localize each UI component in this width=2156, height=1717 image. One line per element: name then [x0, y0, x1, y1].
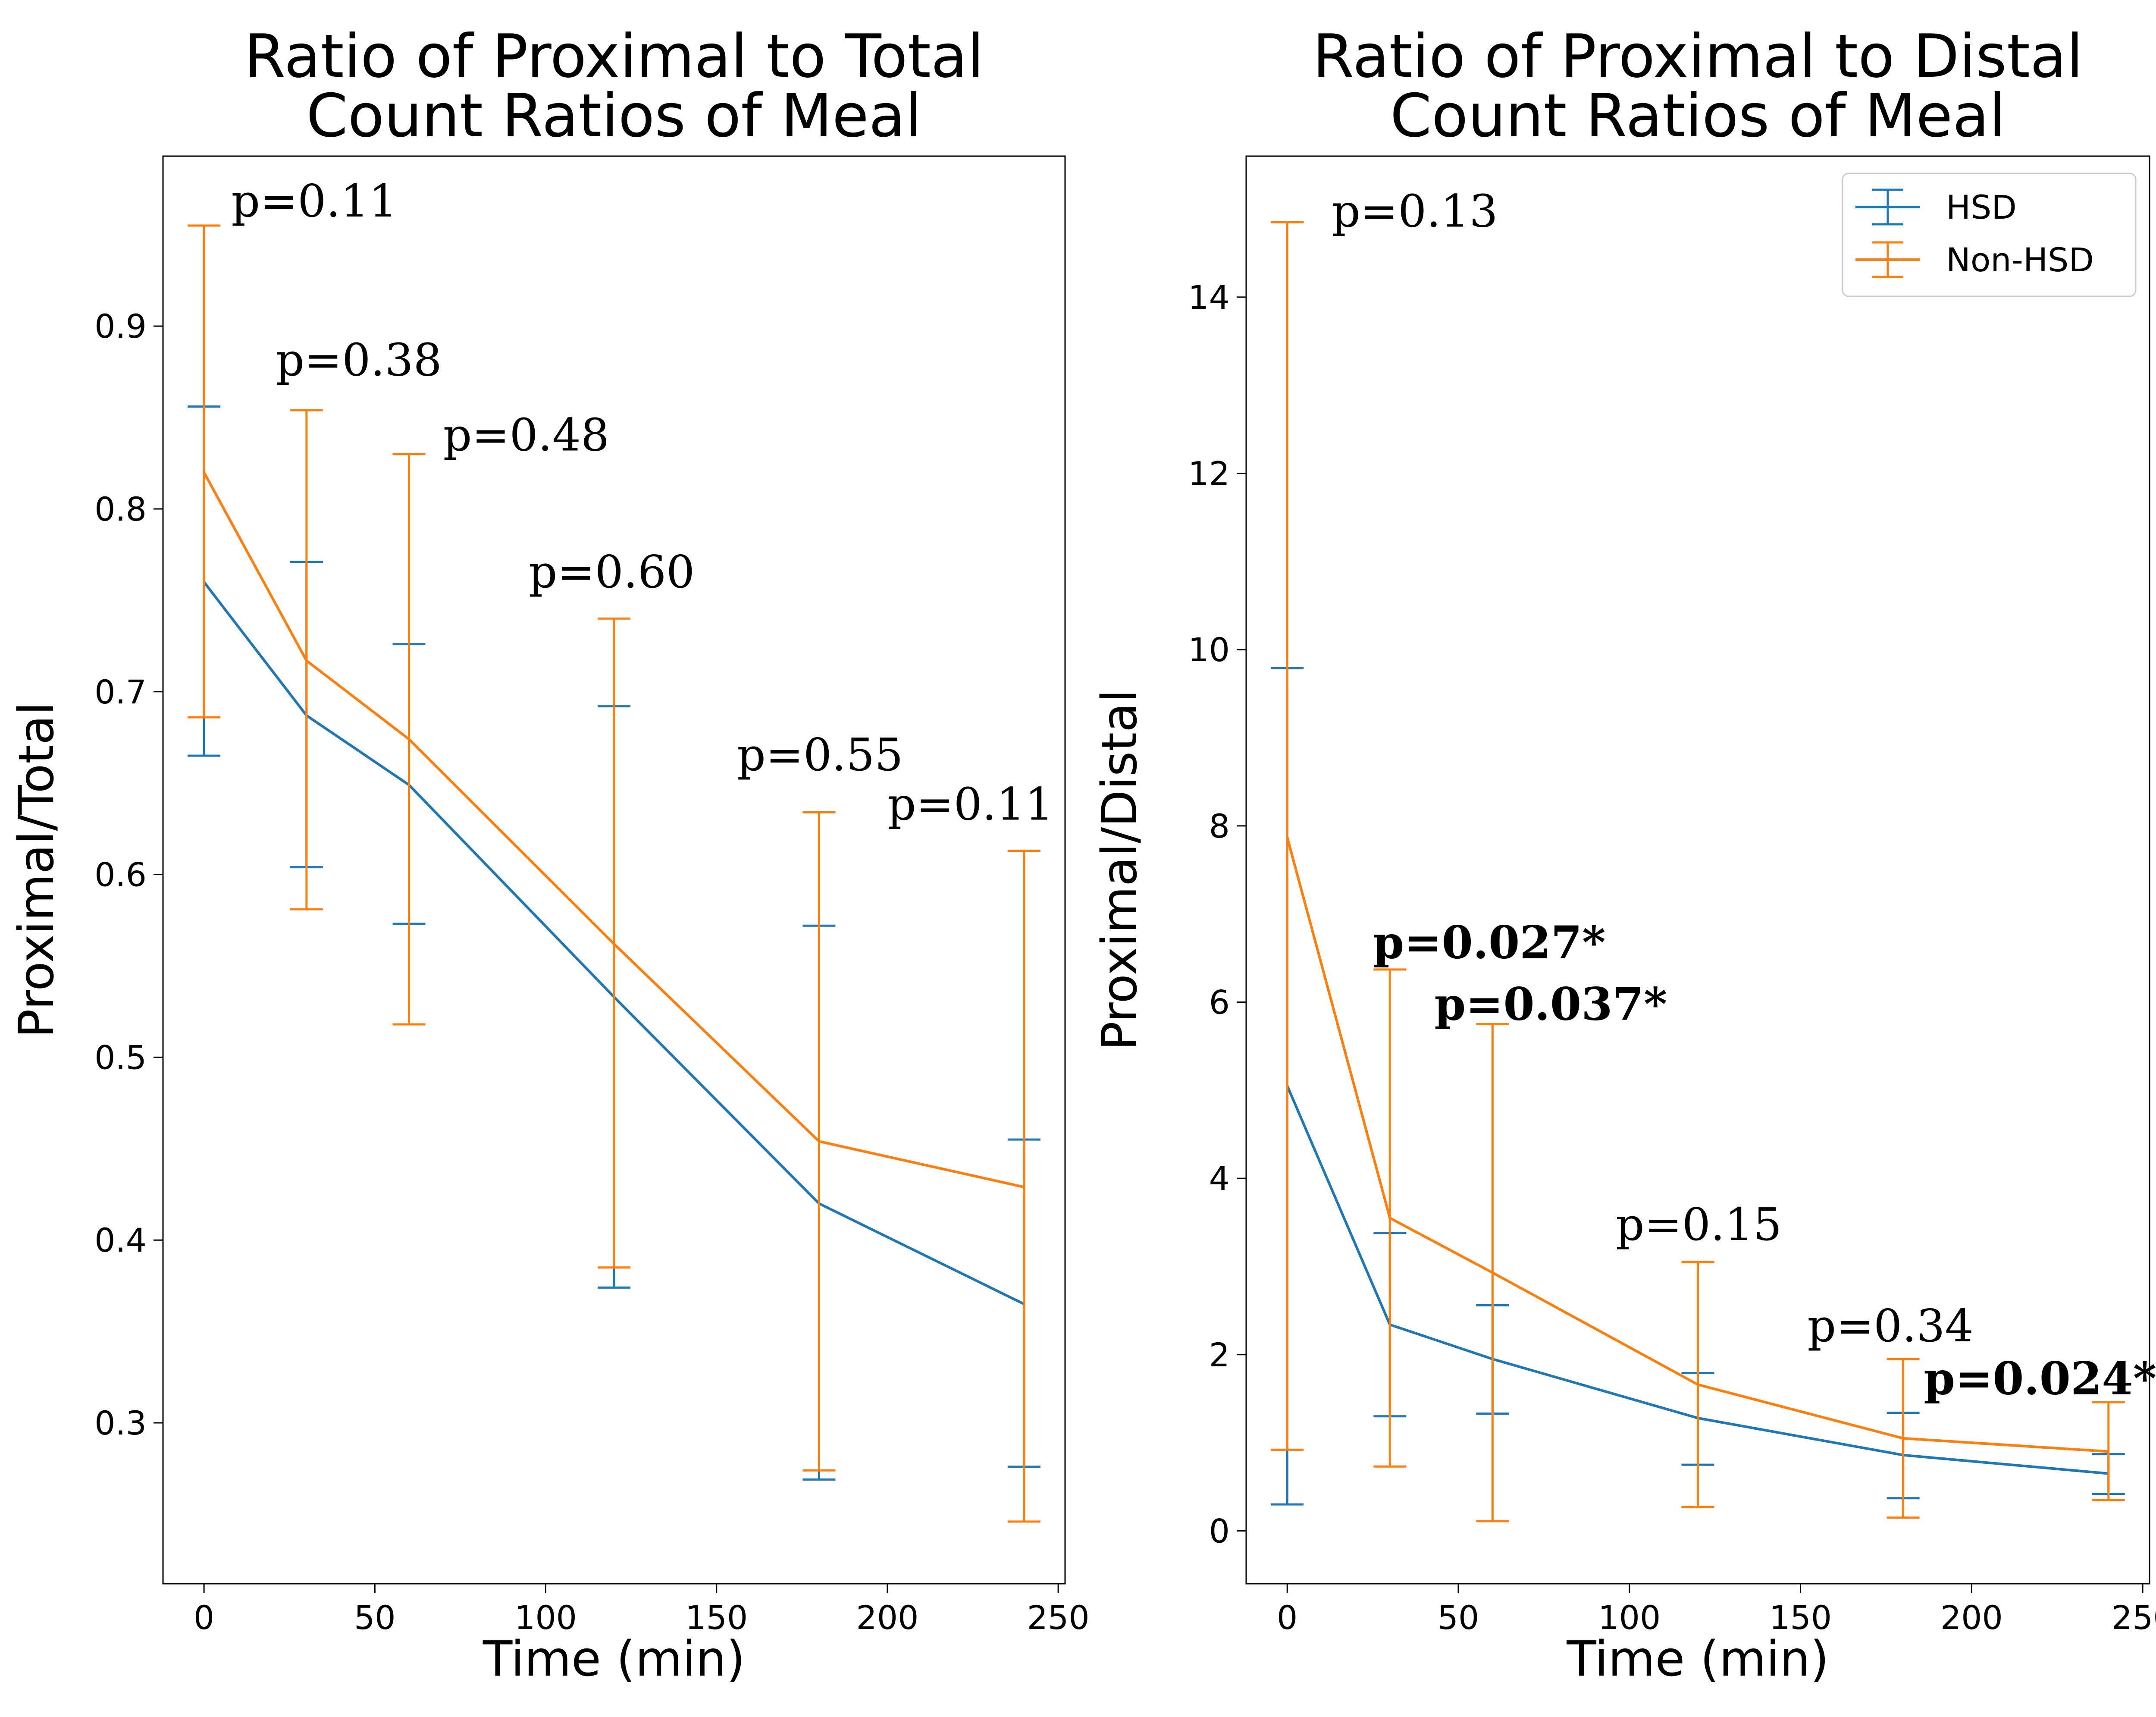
p-value-annotation: p=0.34: [1807, 1300, 1973, 1352]
y-tick-label: 0.6: [94, 856, 147, 894]
series-non-hsd: [1271, 221, 2125, 1522]
p-value-annotation: p=0.60: [529, 546, 695, 598]
p-value-annotation: p=0.027*: [1373, 916, 1606, 969]
y-tick-label: 0.8: [94, 490, 147, 528]
legend-label: Non-HSD: [1946, 241, 2094, 279]
x-tick-label: 100: [1598, 1598, 1661, 1637]
x-tick-label: 200: [1940, 1598, 2003, 1637]
y-tick-label: 0.3: [94, 1404, 147, 1442]
p-value-annotation: p=0.024*: [1924, 1352, 2156, 1405]
plot-frame: [162, 155, 1066, 1585]
y-tick-label: 4: [1209, 1159, 1230, 1198]
legend: HSD Non-HSD: [1842, 173, 2137, 297]
p-value-annotation: p=0.15: [1616, 1198, 1782, 1251]
p-value-annotation: p=0.38: [276, 334, 442, 386]
x-tick-label: 250: [2112, 1598, 2156, 1637]
chart-title: Ratio of Proximal to Distal: [1313, 22, 2083, 91]
x-tick-label: 150: [685, 1598, 748, 1637]
x-axis-label: Time (min): [483, 1631, 745, 1687]
y-tick-label: 2: [1209, 1336, 1230, 1374]
p-value-annotation: p=0.037*: [1434, 977, 1667, 1030]
x-tick-label: 0: [1277, 1598, 1297, 1637]
plot-frame: [1245, 155, 2150, 1585]
x-tick-label: 150: [1769, 1598, 1832, 1637]
y-axis-label: Proximal/Total: [9, 702, 65, 1038]
y-tick-label: 6: [1209, 983, 1230, 1021]
p-value-annotation: p=0.48: [443, 408, 609, 461]
x-tick-label: 200: [856, 1598, 918, 1637]
y-tick-label: 0: [1209, 1512, 1230, 1550]
series-line: [203, 581, 1025, 1306]
p-value-annotation: p=0.11: [887, 778, 1053, 830]
series-line: [1286, 837, 2109, 1453]
series-line: [203, 471, 1025, 1189]
legend-label: HSD: [1946, 188, 2017, 226]
chart-title: Count Ratios of Meal: [306, 81, 922, 151]
legend-box: [1842, 173, 2137, 297]
p-value-annotation: p=0.55: [737, 728, 903, 781]
y-tick-label: 0.4: [94, 1221, 147, 1259]
series-non-hsd: [188, 224, 1040, 1523]
y-axis-label: Proximal/Distal: [1092, 689, 1148, 1051]
x-tick-label: 50: [354, 1598, 396, 1637]
chart-title: Ratio of Proximal to Total: [244, 22, 984, 91]
y-tick-label: 14: [1188, 278, 1230, 317]
y-tick-label: 0.5: [94, 1038, 147, 1077]
x-tick-label: 0: [194, 1598, 214, 1637]
x-tick-label: 250: [1027, 1598, 1090, 1637]
y-tick-label: 0.7: [94, 673, 147, 711]
y-tick-label: 0.9: [94, 307, 147, 345]
series-line: [1286, 1085, 2109, 1475]
x-tick-label: 100: [514, 1598, 577, 1637]
x-tick-label: 50: [1438, 1598, 1479, 1637]
y-tick-label: 8: [1209, 807, 1230, 845]
y-tick-label: 10: [1188, 631, 1230, 669]
y-tick-label: 12: [1188, 455, 1230, 493]
p-value-annotation: p=0.11: [231, 175, 397, 227]
p-value-annotation: p=0.13: [1332, 185, 1498, 237]
chart-title: Count Ratios of Meal: [1390, 81, 2006, 151]
x-axis-label: Time (min): [1566, 1631, 1829, 1687]
